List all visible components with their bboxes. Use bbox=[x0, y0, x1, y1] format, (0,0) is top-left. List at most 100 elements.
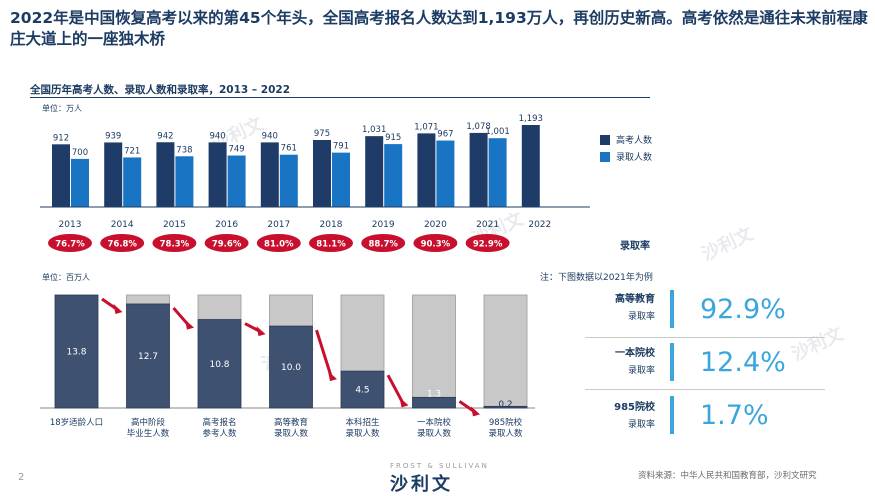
rate-label: 79.6% bbox=[212, 240, 242, 250]
x-tick-label: 2014 bbox=[111, 220, 134, 230]
rate-ellipse bbox=[256, 234, 301, 252]
rate-ellipse bbox=[48, 234, 92, 252]
funnel-arrow bbox=[386, 374, 404, 404]
funnel-category-label: 录取人数 bbox=[488, 428, 523, 439]
rate-item-higher-ed: 高等教育 录取率 bbox=[585, 290, 655, 322]
funnel-value-bar bbox=[269, 325, 313, 409]
funnel-category-label: 985院校 bbox=[489, 417, 523, 428]
rate-label: 76.8% bbox=[107, 240, 137, 250]
rate-label: 985院校 bbox=[614, 402, 655, 413]
page-number: 2 bbox=[18, 472, 25, 483]
funnel-remainder-bar bbox=[412, 294, 456, 398]
funnel-arrow bbox=[101, 297, 118, 311]
bar-exam-takers bbox=[417, 133, 436, 207]
rate-label: 92.9% bbox=[473, 240, 503, 250]
rate-label: 90.3% bbox=[421, 240, 451, 250]
bar-label-admitted: 967 bbox=[437, 130, 453, 140]
funnel-value-label: 12.7 bbox=[138, 352, 158, 362]
bar-label-admitted: 749 bbox=[228, 145, 244, 155]
bar-admitted bbox=[332, 152, 350, 207]
rate-label: 81.0% bbox=[264, 240, 294, 250]
funnel-remainder-bar bbox=[340, 294, 385, 372]
legend-swatch-navy bbox=[600, 134, 610, 145]
rate-sublabel: 录取率 bbox=[627, 420, 655, 430]
x-tick-label: 2022 bbox=[528, 220, 551, 230]
rate-ellipse bbox=[465, 234, 510, 252]
rate-label: 88.7% bbox=[368, 240, 398, 250]
rate-value: 92.9% bbox=[700, 294, 786, 325]
bar-label-exam: 975 bbox=[314, 129, 330, 139]
rate-divider bbox=[585, 337, 825, 338]
rate-divider bbox=[585, 389, 825, 390]
rate-accent-bar bbox=[670, 343, 674, 381]
bar-label-exam: 912 bbox=[53, 133, 69, 143]
bar-admitted bbox=[227, 155, 246, 207]
rate-ellipse bbox=[361, 234, 406, 252]
legend-label: 录取人数 bbox=[616, 153, 653, 163]
funnel-category-label: 一本院校 bbox=[417, 417, 452, 428]
funnel-category-label: 18岁适龄人口 bbox=[50, 417, 103, 428]
rate-label: 76.7% bbox=[55, 240, 85, 250]
bar-label-admitted: 761 bbox=[281, 144, 297, 154]
rate-row-label: 录取率 bbox=[620, 241, 650, 252]
funnel-value-bar bbox=[340, 370, 385, 409]
bar-label-exam: 1,071 bbox=[414, 122, 438, 132]
bar-exam-takers bbox=[208, 142, 227, 207]
rate-accent-bar bbox=[670, 290, 674, 328]
bar-exam-takers bbox=[521, 125, 540, 207]
rate-sublabel: 录取率 bbox=[627, 312, 655, 322]
funnel-value-bar bbox=[54, 294, 99, 409]
x-tick-label: 2021 bbox=[476, 220, 499, 230]
funnel-remainder-bar bbox=[126, 294, 170, 305]
top-legend: 高考人数 录取人数 bbox=[600, 133, 652, 163]
rates-panel: 高等教育 录取率 92.9% 一本院校 录取率 12.4% 985院校 录取率 … bbox=[585, 282, 855, 434]
rate-ellipse bbox=[204, 234, 249, 252]
rate-label: 一本院校 bbox=[615, 348, 655, 359]
rate-label: 78.3% bbox=[160, 240, 190, 250]
bottom-chart-note: 注：下图数据以2021年为例 bbox=[540, 273, 653, 283]
bar-exam-takers bbox=[104, 142, 123, 207]
funnel-value-label: 1.3 bbox=[427, 389, 441, 399]
funnel-category-label: 参考人数 bbox=[202, 428, 237, 439]
bar-exam-takers bbox=[365, 136, 384, 207]
x-tick-label: 2019 bbox=[372, 220, 395, 230]
rate-ellipse bbox=[309, 234, 353, 252]
bar-label-admitted: 915 bbox=[385, 133, 401, 143]
bar-label-admitted: 791 bbox=[333, 142, 349, 152]
rate-item-985: 985院校 录取率 bbox=[585, 398, 655, 430]
bar-admitted bbox=[123, 157, 142, 207]
bar-admitted bbox=[436, 140, 455, 207]
funnel-value-bar bbox=[412, 396, 456, 409]
funnel-value-label: 0.2 bbox=[498, 400, 512, 410]
funnel-value-label: 10.0 bbox=[281, 363, 301, 373]
bar-label-exam: 939 bbox=[105, 131, 121, 141]
bar-exam-takers bbox=[52, 144, 70, 207]
bar-admitted bbox=[175, 156, 194, 207]
bar-label-exam: 1,193 bbox=[519, 114, 543, 124]
rate-ellipse bbox=[413, 234, 458, 252]
x-tick-label: 2018 bbox=[320, 220, 343, 230]
x-tick-label: 2013 bbox=[59, 220, 82, 230]
bar-label-exam: 942 bbox=[157, 131, 173, 141]
title-divider bbox=[30, 97, 650, 98]
bar-label-admitted: 721 bbox=[124, 146, 140, 156]
funnel-category-label: 高中阶段 bbox=[131, 417, 166, 428]
bar-admitted bbox=[71, 158, 89, 207]
bar-exam-takers bbox=[260, 142, 279, 207]
x-tick-label: 2015 bbox=[163, 220, 186, 230]
funnel-category-label: 录取人数 bbox=[417, 428, 452, 439]
rate-value: 1.7% bbox=[700, 400, 769, 431]
bottom-chart-unit: 单位：百万人 bbox=[42, 273, 90, 282]
funnel-value-label: 4.5 bbox=[355, 386, 369, 396]
x-tick-label: 2016 bbox=[215, 220, 238, 230]
top-chart-title: 全国历年高考人数、录取人数和录取率，2013 – 2022 bbox=[30, 84, 291, 96]
logo-small: FROST & SULLIVAN bbox=[390, 462, 489, 470]
funnel-arrow-head bbox=[256, 326, 266, 337]
rate-sublabel: 录取率 bbox=[627, 366, 655, 376]
logo: 沙利文 bbox=[390, 474, 453, 495]
bar-label-exam: 1,078 bbox=[466, 122, 490, 132]
rate-label: 81.1% bbox=[316, 240, 346, 250]
bar-label-exam: 940 bbox=[262, 131, 278, 141]
bar-admitted bbox=[384, 144, 403, 207]
